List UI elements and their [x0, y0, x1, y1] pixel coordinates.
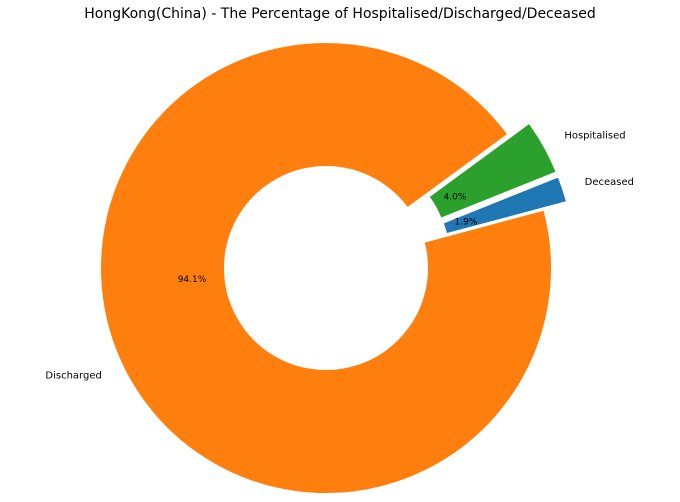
category-label-discharged: Discharged: [45, 370, 101, 381]
slice-deceased: [441, 175, 569, 236]
slice-discharged: [99, 40, 553, 495]
pct-label-discharged: 94.1%: [178, 275, 207, 285]
chart-title: HongKong(China) - The Percentage of Hosp…: [84, 6, 596, 22]
label-group: 1.9% Deceased 4.0% Hospitalised 94.1% Dischar…: [45, 131, 634, 382]
pct-label-hospitalised: 4.0%: [444, 192, 467, 202]
slice-group: [99, 40, 569, 495]
slice-hospitalised: [427, 121, 559, 221]
category-label-deceased: Deceased: [585, 177, 634, 188]
pct-label-deceased: 1.9%: [455, 217, 478, 227]
category-label-hospitalised: Hospitalised: [564, 131, 625, 142]
